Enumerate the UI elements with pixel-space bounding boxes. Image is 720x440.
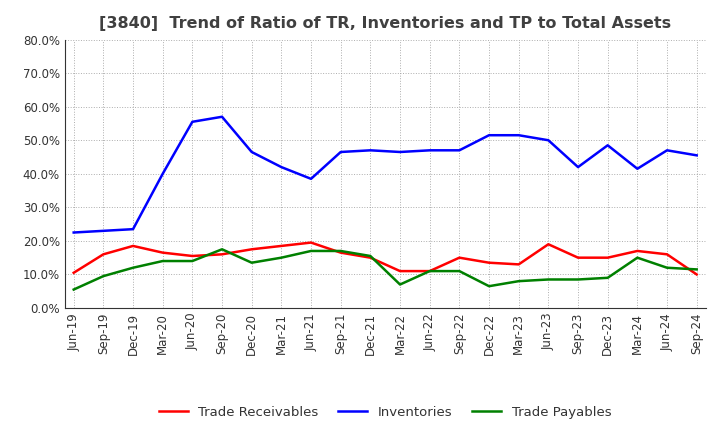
Trade Receivables [217, 252, 226, 257]
Trade Receivables [485, 260, 493, 265]
Trade Payables [633, 255, 642, 260]
Line: Inventories: Inventories [73, 117, 697, 232]
Inventories [455, 148, 464, 153]
Trade Payables [426, 268, 434, 274]
Inventories [693, 153, 701, 158]
Title: [3840]  Trend of Ratio of TR, Inventories and TP to Total Assets: [3840] Trend of Ratio of TR, Inventories… [99, 16, 671, 32]
Trade Payables [336, 248, 345, 253]
Trade Receivables [69, 270, 78, 275]
Inventories [514, 132, 523, 138]
Trade Receivables [603, 255, 612, 260]
Trade Receivables [693, 272, 701, 277]
Trade Receivables [366, 255, 374, 260]
Line: Trade Receivables: Trade Receivables [73, 242, 697, 275]
Trade Receivables [277, 243, 286, 249]
Legend: Trade Receivables, Inventories, Trade Payables: Trade Receivables, Inventories, Trade Pa… [153, 400, 617, 424]
Trade Receivables [514, 262, 523, 267]
Trade Payables [396, 282, 405, 287]
Trade Payables [485, 283, 493, 289]
Trade Payables [217, 247, 226, 252]
Trade Payables [307, 248, 315, 253]
Inventories [248, 149, 256, 154]
Inventories [396, 149, 405, 154]
Inventories [217, 114, 226, 119]
Trade Payables [693, 267, 701, 272]
Trade Payables [129, 265, 138, 270]
Inventories [69, 230, 78, 235]
Trade Receivables [396, 268, 405, 274]
Inventories [336, 149, 345, 154]
Trade Payables [366, 253, 374, 259]
Inventories [129, 227, 138, 232]
Line: Trade Payables: Trade Payables [73, 249, 697, 290]
Trade Payables [455, 268, 464, 274]
Inventories [574, 165, 582, 170]
Trade Payables [248, 260, 256, 265]
Inventories [277, 165, 286, 170]
Inventories [366, 148, 374, 153]
Inventories [426, 148, 434, 153]
Inventories [603, 143, 612, 148]
Trade Payables [158, 258, 167, 264]
Trade Receivables [455, 255, 464, 260]
Inventories [188, 119, 197, 125]
Trade Receivables [662, 252, 671, 257]
Trade Payables [603, 275, 612, 280]
Inventories [307, 176, 315, 181]
Trade Payables [544, 277, 553, 282]
Trade Receivables [307, 240, 315, 245]
Trade Receivables [633, 248, 642, 253]
Inventories [158, 171, 167, 176]
Trade Receivables [99, 252, 108, 257]
Trade Receivables [129, 243, 138, 249]
Trade Receivables [336, 250, 345, 255]
Inventories [662, 148, 671, 153]
Trade Payables [662, 265, 671, 270]
Trade Receivables [574, 255, 582, 260]
Inventories [485, 132, 493, 138]
Inventories [633, 166, 642, 172]
Trade Receivables [248, 247, 256, 252]
Inventories [544, 138, 553, 143]
Trade Receivables [188, 253, 197, 259]
Trade Payables [188, 258, 197, 264]
Trade Payables [277, 255, 286, 260]
Trade Receivables [544, 242, 553, 247]
Trade Payables [69, 287, 78, 292]
Trade Payables [99, 274, 108, 279]
Trade Receivables [158, 250, 167, 255]
Inventories [99, 228, 108, 234]
Trade Payables [574, 277, 582, 282]
Trade Payables [514, 279, 523, 284]
Trade Receivables [426, 268, 434, 274]
